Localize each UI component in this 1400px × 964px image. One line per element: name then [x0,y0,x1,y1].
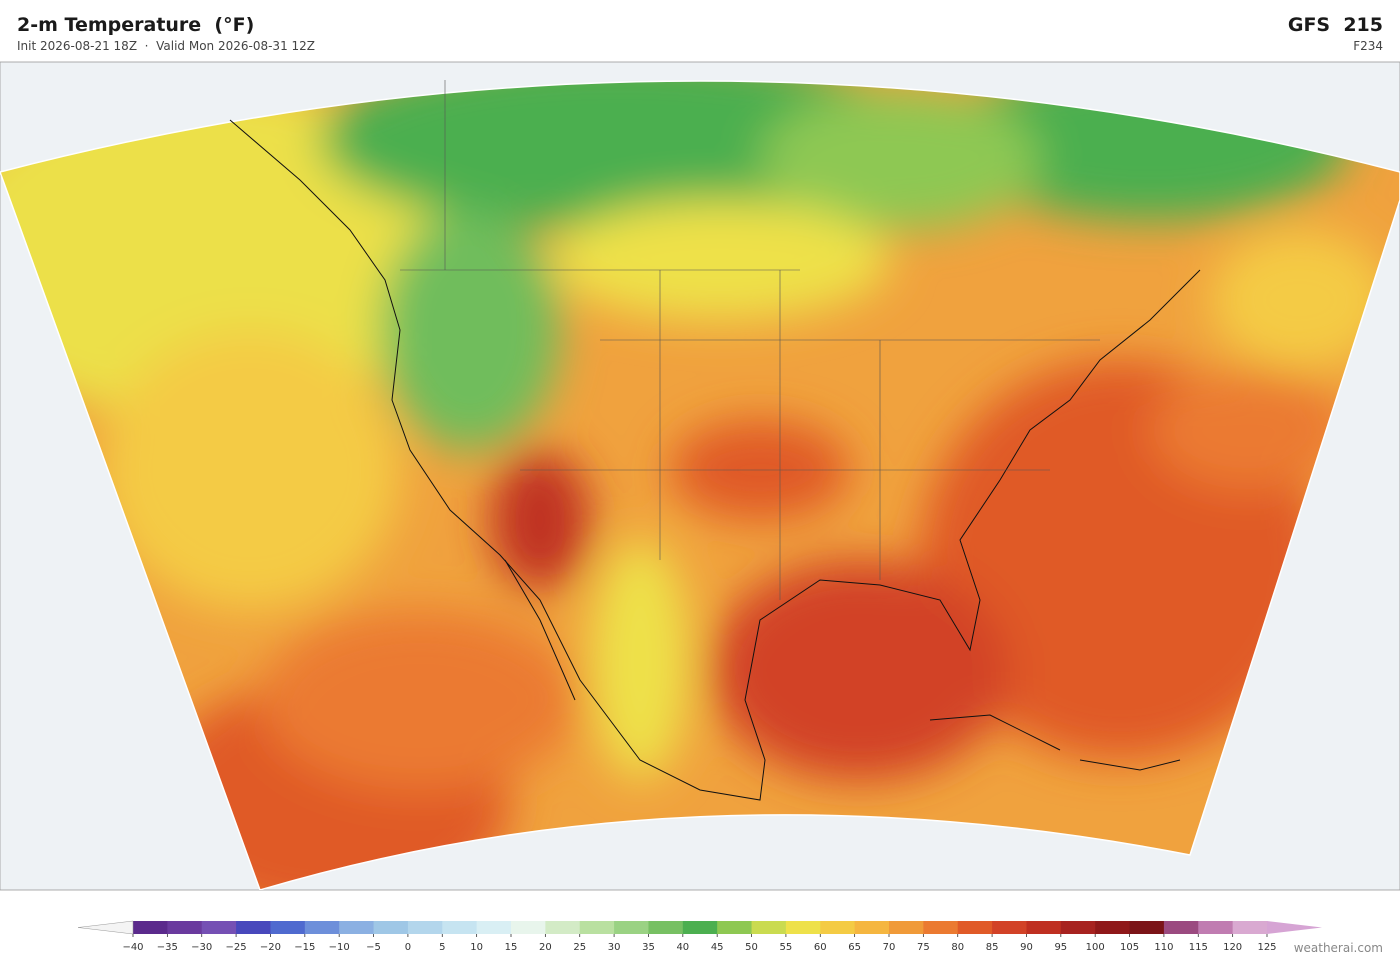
colorbar-tick-label: 10 [470,942,483,953]
colorbar-bin [511,921,546,934]
colorbar-tick-label: 5 [439,942,445,953]
colorbar-tick-label: 35 [642,942,655,953]
colorbar-tick-label: 100 [1086,942,1105,953]
colorbar-bin [476,921,512,934]
colorbar-tick-label: 40 [676,942,689,953]
colorbar-tick-label: −20 [260,942,281,953]
colorbar-bin [579,921,615,934]
colorbar-bin [614,921,649,934]
colorbar-tick-label: 85 [986,942,999,953]
colorbar-bin [648,921,684,934]
colorbar-bin [442,921,478,934]
colorbar-extend-low [77,920,134,935]
forecast-hour: F234 [1353,39,1383,53]
colorbar-tick-label: −40 [122,942,143,953]
credit: weatherai.com [1293,941,1383,955]
model-name: GFS 215 [1287,14,1383,36]
colorbar-tick-label: 70 [883,942,896,953]
colorbar-bin [1060,921,1096,934]
colorbar-bin [854,921,890,934]
colorbar-tick-label: −15 [294,942,315,953]
colorbar-tick-label: 75 [917,942,930,953]
colorbar-bin [339,921,375,934]
colorbar-bin [1095,921,1131,934]
colorbar-tick-label: 90 [1020,942,1033,953]
colorbar-bin [682,921,718,934]
colorbar-bin [1026,921,1062,934]
colorbar-tick-label: 65 [848,942,861,953]
colorbar-bin [1163,921,1199,934]
colorbar-bin [1129,921,1165,934]
map-title: 2-m Temperature (°F) [17,14,255,36]
colorbar-tick-label: −10 [329,942,350,953]
colorbar-tick-label: 50 [745,942,758,953]
colorbar-bin [717,921,753,934]
colorbar-tick-label: 30 [608,942,621,953]
colorbar-bin [923,921,959,934]
colorbar-bin [785,921,821,934]
colorbar-bin [304,921,340,934]
colorbar-tick-label: 95 [1054,942,1067,953]
colorbar-tick-label: 20 [539,942,552,953]
colorbar-bin [957,921,993,934]
colorbar-tick-label: 0 [405,942,411,953]
colorbar-bin [373,921,409,934]
colorbar-extend-high [1267,921,1322,934]
colorbar-tick-label: 15 [505,942,518,953]
colorbar-tick-label: −5 [366,942,381,953]
colorbar-bin [1232,921,1268,934]
colorbar-tick-label: −25 [226,942,247,953]
colorbar-tick-label: 105 [1120,942,1139,953]
colorbar-bin [545,921,581,934]
colorbar-bin [270,921,306,934]
colorbar-tick-label: 110 [1154,942,1173,953]
colorbar-bin [236,921,271,934]
colorbar-bin [1198,921,1234,934]
colorbar-tick-label: 25 [573,942,586,953]
colorbar-bin [407,921,443,934]
colorbar-bin [820,921,856,934]
colorbar-bin [992,921,1027,934]
colorbar-tick-label: 60 [814,942,827,953]
colorbar-bin [201,921,237,934]
colorbar-tick-label: 45 [711,942,724,953]
colorbar-bin [167,921,203,934]
colorbar-tick-label: 120 [1223,942,1242,953]
map-subtitle: Init 2026-08-21 18Z · Valid Mon 2026-08-… [17,39,316,53]
colorbar-tick-label: 80 [951,942,964,953]
colorbar-tick-label: −35 [157,942,178,953]
colorbar-tick-label: −30 [191,942,212,953]
colorbar-tick-label: 55 [780,942,793,953]
colorbar-tick-label: 115 [1189,942,1208,953]
colorbar-bin [133,921,168,934]
colorbar-bin [889,921,924,934]
colorbar-tick-label: 125 [1257,942,1276,953]
colorbar-bin [751,921,787,934]
